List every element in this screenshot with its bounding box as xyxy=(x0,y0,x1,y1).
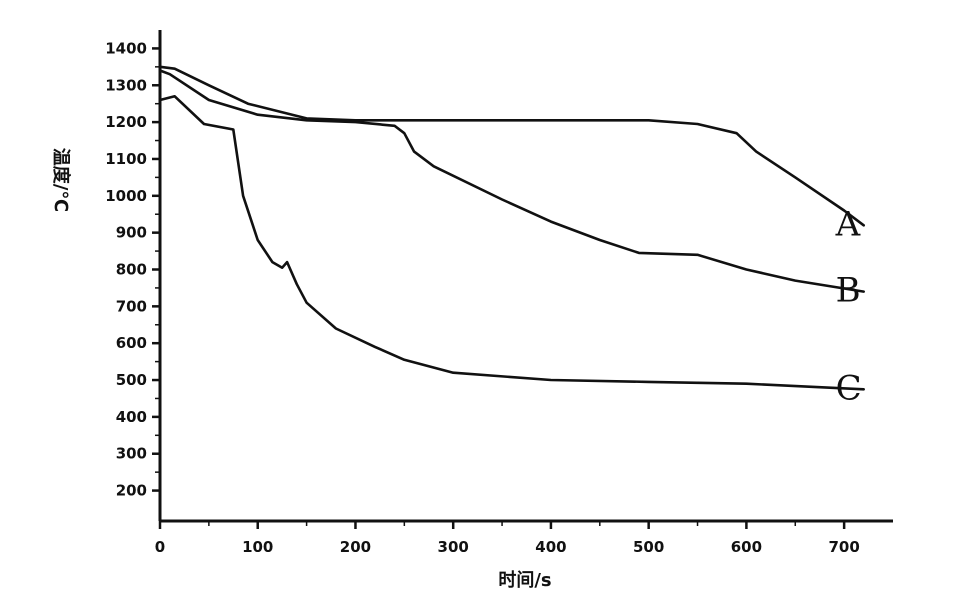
x-tick-label: 200 xyxy=(340,538,371,556)
y-tick-label: 300 xyxy=(116,445,147,463)
series-b-line xyxy=(158,69,866,293)
y-tick-label: 1100 xyxy=(105,150,147,168)
curve-labels: AB C xyxy=(835,204,862,408)
series-c-label: C xyxy=(836,368,862,408)
x-tick-label: 300 xyxy=(438,538,469,556)
y-tick-label: 900 xyxy=(116,224,147,242)
series-a-label: A xyxy=(835,204,861,244)
y-tick-label: 1300 xyxy=(105,76,147,94)
x-tick-label: 600 xyxy=(731,538,762,556)
x-tick-label: 700 xyxy=(828,538,859,556)
y-tick-label: 500 xyxy=(116,371,147,389)
curves xyxy=(158,65,866,391)
y-tick-label: 400 xyxy=(116,408,147,426)
series-b-label: B xyxy=(836,271,861,311)
y-tick-label: 200 xyxy=(116,482,147,500)
y-axis-title: 温度/℃ xyxy=(50,148,72,212)
x-tick-label: 0 xyxy=(155,538,165,556)
x-axis-title: 时间/s xyxy=(498,570,551,591)
x-tick-label: 400 xyxy=(535,538,566,556)
x-tick-label: 500 xyxy=(633,538,664,556)
y-tick-label: 800 xyxy=(116,261,147,279)
axes: 0 100 200 300 400 500 600 700 200 300 400 500 600 700… xyxy=(105,30,893,556)
y-tick-label: 1400 xyxy=(105,39,147,57)
series-c-line xyxy=(158,95,866,391)
y-tick-label: 1200 xyxy=(105,113,147,131)
series-a-line xyxy=(158,65,866,227)
y-tick-label: 600 xyxy=(116,334,147,352)
y-tick-label: 700 xyxy=(116,297,147,315)
y-tick-label: 1000 xyxy=(105,187,147,205)
x-tick-label: 100 xyxy=(242,538,273,556)
